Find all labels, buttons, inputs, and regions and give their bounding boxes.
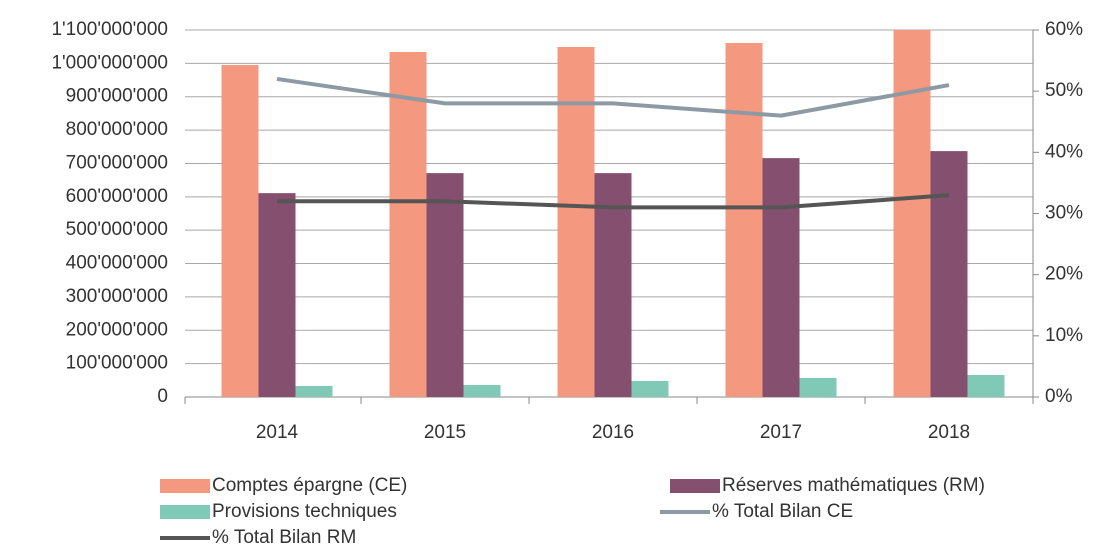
- bar: [893, 30, 931, 397]
- y-tick-label: 500'000'000: [66, 219, 168, 240]
- bar: [557, 47, 595, 398]
- y-tick-label: 800'000'000: [66, 119, 168, 140]
- x-tick-label: 2017: [760, 422, 802, 443]
- legend-label: Comptes épargne (CE): [212, 475, 407, 496]
- legend-label: % Total Bilan RM: [212, 527, 356, 548]
- bar: [221, 65, 259, 398]
- x-tick-label: 2015: [424, 422, 466, 443]
- bar: [295, 385, 333, 397]
- y-tick-label: 200'000'000: [66, 319, 168, 340]
- x-tick-label: 2018: [928, 422, 970, 443]
- bar: [389, 52, 427, 398]
- bar: [967, 374, 1005, 397]
- bar: [799, 377, 837, 397]
- y-tick-label: 600'000'000: [66, 186, 168, 207]
- bar: [631, 380, 669, 397]
- bar: [258, 193, 296, 397]
- line: [276, 76, 950, 118]
- bar: [463, 384, 501, 397]
- bar: [762, 158, 800, 397]
- y-tick-label: 100'000'000: [66, 353, 168, 374]
- y2-tick-label: 10%: [1045, 325, 1083, 346]
- bar: [725, 43, 763, 398]
- y-tick-label: 900'000'000: [66, 86, 168, 107]
- x-tick-label: 2014: [256, 422, 299, 443]
- line: [277, 193, 950, 210]
- y2-tick-label: 0%: [1045, 386, 1073, 407]
- y2-tick-label: 40%: [1045, 141, 1083, 162]
- y-tick-label: 1'000'000'000: [51, 52, 168, 73]
- y-tick-label: 400'000'000: [66, 253, 168, 274]
- x-tick-label: 2016: [592, 422, 634, 443]
- y2-tick-label: 50%: [1045, 80, 1083, 101]
- y2-tick-label: 60%: [1045, 19, 1083, 40]
- legend-label: Réserves mathématiques (RM): [722, 475, 985, 496]
- bar: [930, 151, 968, 397]
- legend-swatch: [670, 479, 720, 493]
- legend-label: % Total Bilan CE: [712, 501, 853, 522]
- y2-tick-label: 20%: [1045, 264, 1083, 285]
- y2-tick-label: 30%: [1045, 203, 1083, 224]
- bar: [594, 173, 632, 397]
- y-tick-label: 300'000'000: [66, 286, 168, 307]
- y-tick-label: 0: [157, 386, 168, 407]
- y-tick-label: 1'100'000'000: [51, 19, 168, 40]
- y-tick-label: 700'000'000: [66, 152, 168, 173]
- legend-swatch: [160, 479, 210, 493]
- bar: [426, 173, 464, 397]
- legend-swatch: [160, 505, 210, 519]
- legend-label: Provisions techniques: [212, 501, 397, 522]
